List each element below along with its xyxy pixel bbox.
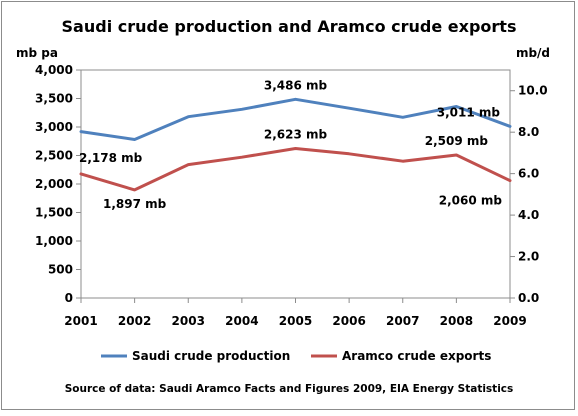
- left-axis: 0 500 1,000 1,500 2,000 2,500 3,000 3,500 4,000: [35, 63, 81, 305]
- data-label: 3,486 mb: [264, 78, 328, 92]
- data-label: 2,178 mb: [79, 151, 143, 165]
- x-tick-label: 2004: [225, 314, 258, 328]
- legend-label-exports: Aramco crude exports: [342, 349, 491, 363]
- data-label: 2,060 mb: [439, 194, 503, 208]
- data-label: 2,509 mb: [425, 134, 489, 148]
- left-tick-label: 3,000: [35, 120, 73, 134]
- data-label: 1,897 mb: [103, 197, 167, 211]
- left-tick-label: 4,000: [35, 63, 73, 77]
- source-note: Source of data: Saudi Aramco Facts and F…: [65, 383, 514, 395]
- x-tick-label: 2003: [172, 314, 205, 328]
- left-axis-unit: mb pa: [16, 46, 58, 60]
- right-tick-label: 4.0: [518, 208, 539, 222]
- left-tick-label: 2,500: [35, 149, 73, 163]
- right-tick-label: 10.0: [518, 84, 548, 98]
- chart-title: Saudi crude production and Aramco crude …: [62, 17, 517, 36]
- x-axis: 2001 2002 2003 2004 2005 2006 2007 2008 2009: [64, 298, 527, 328]
- right-tick-label: 2.0: [518, 250, 539, 264]
- x-tick-label: 2001: [64, 314, 97, 328]
- x-tick-label: 2006: [332, 314, 365, 328]
- left-tick-label: 1,000: [35, 234, 73, 248]
- data-labels: 3,486 mb 3,011 mb 2,178 mb 1,897 mb 2,623 mb…: [79, 78, 502, 211]
- chart-frame: Saudi crude production and Aramco crude …: [1, 1, 575, 410]
- data-label: 2,623 mb: [264, 127, 328, 141]
- x-tick-label: 2002: [118, 314, 151, 328]
- series-lines: [79, 97, 512, 192]
- left-tick-label: 0: [65, 291, 73, 305]
- left-tick-label: 500: [48, 263, 73, 277]
- x-tick-label: 2009: [493, 314, 526, 328]
- data-label: 3,011 mb: [437, 105, 501, 119]
- right-tick-label: 0.0: [518, 291, 539, 305]
- legend-label-production: Saudi crude production: [132, 349, 290, 363]
- line-chart: Saudi crude production and Aramco crude …: [16, 17, 550, 395]
- left-tick-label: 1,500: [35, 206, 73, 220]
- series-line-exports: [79, 147, 512, 192]
- right-tick-label: 8.0: [518, 125, 539, 139]
- x-tick-label: 2005: [279, 314, 312, 328]
- left-tick-label: 3,500: [35, 92, 73, 106]
- right-axis: 0.0 2.0 4.0 6.0 8.0 10.0: [510, 84, 548, 305]
- right-tick-label: 6.0: [518, 167, 539, 181]
- series-line-production: [79, 97, 512, 141]
- x-tick-label: 2008: [440, 314, 473, 328]
- legend: Saudi crude production Aramco crude expo…: [101, 349, 491, 363]
- x-tick-label: 2007: [386, 314, 419, 328]
- right-axis-unit: mb/d: [516, 46, 550, 60]
- left-tick-label: 2,000: [35, 177, 73, 191]
